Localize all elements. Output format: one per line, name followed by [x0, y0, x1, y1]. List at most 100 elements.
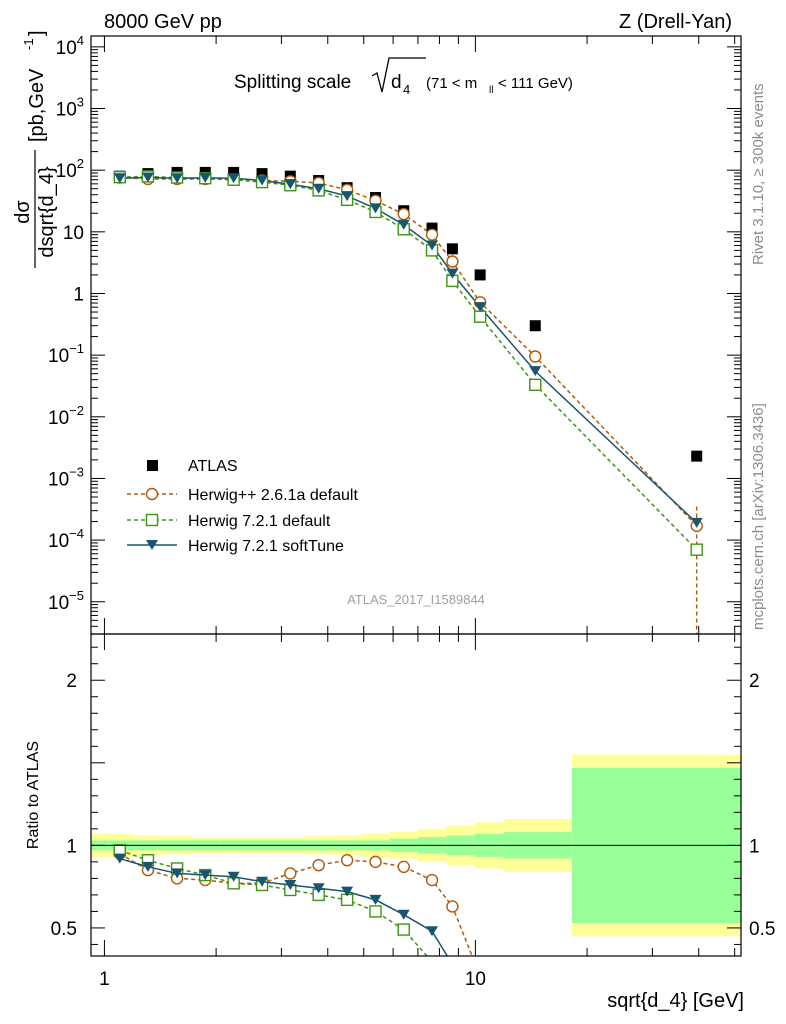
mc-point: [113, 173, 126, 184]
ratio-point: [227, 871, 240, 882]
ratio-point: [141, 861, 154, 872]
ylabel-unit-close: ]: [26, 30, 48, 36]
side-text-mcplots: mcplots.cern.ch [arXiv:1306.3436]: [750, 403, 767, 630]
ratio-point: [369, 855, 382, 869]
legend-label-herwig-default: Herwig 7.2.1 default: [188, 513, 331, 530]
y-tick-label: 104: [56, 33, 84, 59]
ratio-point: [312, 883, 325, 894]
data-point: [691, 450, 703, 462]
ratio-bottom-mask: [0, 956, 786, 1024]
mc-point: [171, 173, 184, 184]
chart-title: Splitting scale d 4 (71 < m ll < 111 GeV…: [234, 57, 573, 97]
data-point: [474, 269, 486, 281]
ratio-point: [397, 923, 410, 936]
title-cut-sub: ll: [489, 85, 493, 96]
ratio-point: [113, 853, 126, 864]
main-y-axis-label: dσ dsqrt{d_4} [pb,GeV -1 ]: [12, 30, 58, 268]
data-point: [228, 166, 240, 178]
mc-point: [529, 350, 542, 363]
legend-entry-herwig-default: Herwig 7.2.1 default: [127, 513, 331, 530]
ratio-y-axis: 0.5 0.5 1 1 2 2: [51, 646, 775, 945]
legend-entry-atlas: ATLAS: [147, 458, 238, 475]
title-cut-close: < 111 GeV): [498, 75, 573, 92]
title-root-var: d: [391, 72, 402, 93]
mc-point: [426, 240, 439, 251]
data-point: [446, 243, 458, 255]
mc-point: [284, 179, 297, 190]
main-line-3: [119, 176, 698, 524]
mc-point: [199, 172, 212, 183]
header-right: Z (Drell-Yan): [619, 11, 732, 33]
x-tick-label: 1: [99, 969, 110, 990]
mc-point: [397, 219, 410, 230]
ratio-point: [397, 909, 410, 920]
y-tick-label: 10−5: [48, 588, 84, 614]
ratio-point: [425, 873, 439, 887]
ratio-y-tick-label-right: 0.5: [749, 919, 775, 940]
legend: ATLAS Herwig++ 2.6.1a default Herwig 7.2…: [127, 458, 358, 555]
data-point: [529, 320, 541, 332]
ratio-point: [256, 876, 269, 887]
analysis-watermark: ATLAS_2017_I1589844: [347, 592, 485, 607]
ylabel-numerator: dσ: [12, 200, 34, 224]
y-tick-label: 10−3: [48, 464, 84, 490]
y-tick-label: 10−4: [48, 526, 84, 552]
ratio-point: [199, 870, 212, 881]
ratio-y-tick-label: 0.5: [51, 919, 77, 940]
data-point: [426, 222, 438, 234]
mc-point: [341, 191, 354, 202]
legend-label-atlas: ATLAS: [188, 458, 238, 475]
ratio-frame: [90, 633, 742, 957]
ratio-point: [446, 900, 459, 913]
ratio-curves: [113, 844, 473, 957]
header-left: 8000 GeV pp: [104, 11, 222, 33]
ratio-y-tick-label-right: 2: [749, 671, 760, 692]
y-tick-label: 10−2: [48, 403, 84, 429]
ratio-point: [341, 886, 354, 897]
legend-marker-herwigpp: [145, 487, 159, 501]
title-cut-open: (71 < m: [426, 75, 477, 92]
x-tick-label: 10: [465, 969, 486, 990]
mc-point: [529, 366, 542, 377]
ratio-point: [369, 894, 382, 905]
x-axis: 1 10: [99, 36, 736, 990]
y-tick-label: 102: [56, 156, 84, 182]
y-tick-label: 103: [56, 95, 84, 121]
y-tick-label: 10: [63, 223, 84, 244]
sqrt-symbol: [371, 57, 426, 93]
side-text-rivet: Rivet 3.1.10, ≥ 300k events: [750, 83, 767, 265]
legend-entry-herwigpp: Herwig++ 2.6.1a default: [127, 487, 358, 504]
legend-label-herwig-soft: Herwig 7.2.1 softTune: [188, 538, 344, 555]
legend-label-herwigpp: Herwig++ 2.6.1a default: [188, 487, 358, 504]
mc-point: [529, 378, 542, 392]
ratio-uncertainty-bands: [91, 754, 741, 937]
mc-point: [397, 207, 410, 221]
ratio-y-tick-label-right: 1: [749, 836, 760, 857]
main-series: [113, 166, 703, 634]
ratio-point: [284, 867, 297, 880]
ratio-point: [284, 879, 297, 890]
mc-point: [369, 203, 382, 214]
ratio-point: [312, 858, 325, 872]
ylabel-denominator: dsqrt{d_4}: [36, 166, 58, 258]
ylabel-unit-sup: -1: [21, 38, 36, 50]
mc-point: [446, 255, 459, 268]
legend-marker-atlas: [147, 460, 158, 471]
mc-point: [474, 302, 487, 313]
x-axis-label: sqrt{d_4} [GeV]: [607, 990, 744, 1012]
mc-point: [312, 183, 325, 194]
mc-point: [690, 543, 703, 556]
legend-entry-herwig-soft: Herwig 7.2.1 softTune: [127, 538, 344, 555]
title-root-sub: 4: [403, 82, 410, 97]
mc-point: [141, 172, 154, 183]
mc-point: [256, 175, 269, 186]
data-point: [256, 168, 268, 180]
ratio-point: [426, 926, 439, 937]
ratio-line-3: [119, 857, 448, 957]
main-line-1: [119, 176, 698, 527]
ratio-y-tick-label: 1: [66, 836, 77, 857]
ratio-line-1: [119, 852, 473, 957]
ratio-point: [340, 854, 354, 867]
mc-point: [690, 517, 703, 528]
